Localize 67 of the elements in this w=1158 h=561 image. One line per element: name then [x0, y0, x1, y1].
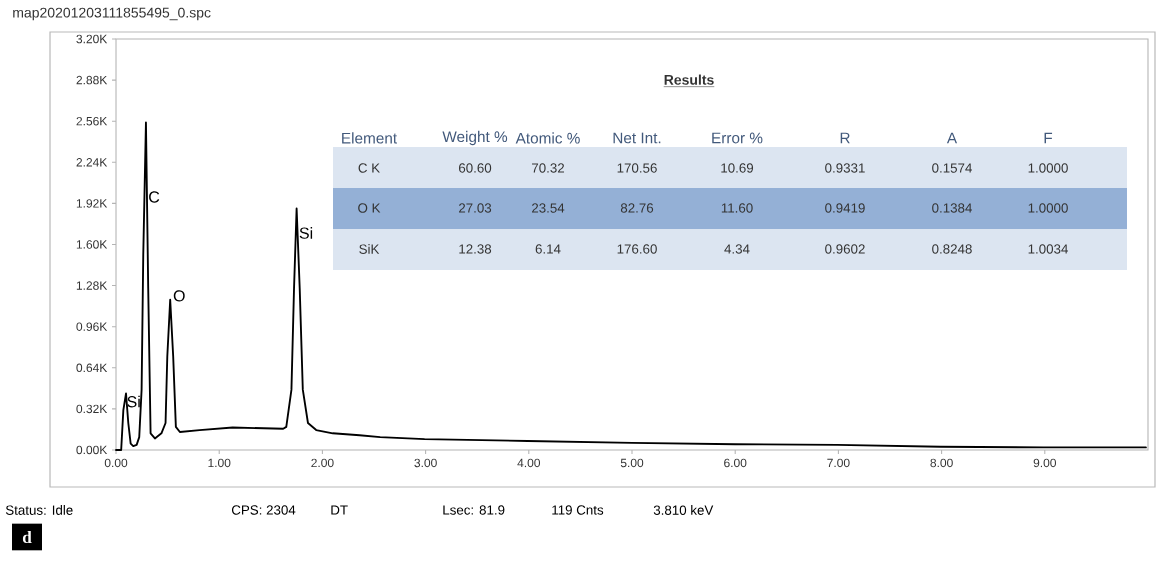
y-tick-label: 2.88K	[76, 75, 108, 85]
x-tick-label: 1.00	[208, 458, 231, 468]
y-tick-label: 2.56K	[76, 116, 108, 126]
y-tick-label: 0.64K	[76, 363, 108, 373]
text: 3.810 keV	[653, 505, 714, 515]
annotation: Atomic %	[515, 132, 580, 144]
annotation: 27.03	[458, 203, 492, 213]
annotation: O	[173, 290, 185, 302]
x-tick-label: 6.00	[724, 458, 747, 468]
annotation: F	[1044, 132, 1053, 144]
annotation: 70.32	[532, 163, 565, 173]
y-tick-label: 0.32K	[76, 404, 108, 414]
annotation: O K	[358, 203, 381, 213]
annotation: 0.9419	[825, 203, 865, 213]
annotation: A	[946, 132, 958, 144]
chart-title: map20201203111855495_0.spc	[13, 7, 211, 21]
x-tick-label: 7.00	[827, 458, 850, 468]
annotation: Net Int.	[613, 132, 661, 144]
annotation: 11.60	[721, 203, 753, 213]
line-series	[115, 121, 1147, 451]
annotation: 1.0000	[1028, 163, 1068, 173]
text: CPS: 2304	[231, 505, 296, 515]
annotation: 0.9602	[825, 244, 865, 254]
x-tick-label: 3.00	[414, 458, 437, 468]
y-tick-label: 0.00K	[76, 445, 108, 455]
annotation: 4.34	[724, 244, 750, 254]
x-tick-label: 2.00	[311, 458, 334, 468]
annotation: C K	[358, 163, 380, 173]
annotation: 1.0034	[1028, 244, 1068, 254]
y-tick-label: 1.92K	[76, 199, 108, 208]
x-tick-label: 0.00	[104, 458, 128, 468]
annotation: 23.54	[531, 203, 565, 213]
x-tick-label: 9.00	[1033, 458, 1057, 468]
text: Status: Idle	[5, 505, 73, 515]
annotation: 6.14	[535, 244, 561, 254]
x-tick-label: 4.00	[517, 458, 541, 468]
annotation: SiK	[359, 244, 380, 254]
text: DT	[331, 505, 348, 515]
x-tick-label: 5.00	[620, 458, 644, 468]
x-tick-label: 8.00	[930, 458, 953, 468]
annotation: Element	[342, 132, 397, 144]
annotation: Weight %	[442, 130, 508, 146]
annotation: 0.1574	[932, 163, 972, 173]
annotation: 60.60	[458, 163, 492, 173]
annotation: 0.8248	[932, 244, 972, 254]
annotation: 0.9331	[825, 163, 865, 173]
text: Lsec: 81.9	[443, 505, 505, 515]
y-tick-label: 1.60K	[76, 240, 108, 249]
annotation: Si	[299, 227, 313, 239]
y-tick-label: 1.28K	[76, 281, 108, 290]
annotation: Results	[664, 74, 714, 85]
annotation: 12.38	[459, 244, 492, 254]
annotation: 176.60	[617, 244, 657, 254]
annotation: R	[840, 132, 850, 144]
y-tick-label: 2.24K	[76, 158, 108, 167]
annotation: Error %	[712, 132, 763, 144]
annotation: 10.69	[721, 163, 754, 173]
annotation: 82.76	[620, 203, 654, 213]
annotation: C	[149, 191, 160, 203]
y-tick-label: 3.20K	[76, 34, 108, 44]
text: 119 Cnts	[552, 505, 604, 515]
annotation: 0.1384	[932, 203, 972, 213]
annotation: 1.0000	[1028, 203, 1068, 213]
annotation: Si	[127, 395, 140, 408]
annotation: 170.56	[617, 163, 657, 173]
text: d	[22, 530, 32, 544]
y-tick-label: 0.96K	[76, 322, 108, 331]
